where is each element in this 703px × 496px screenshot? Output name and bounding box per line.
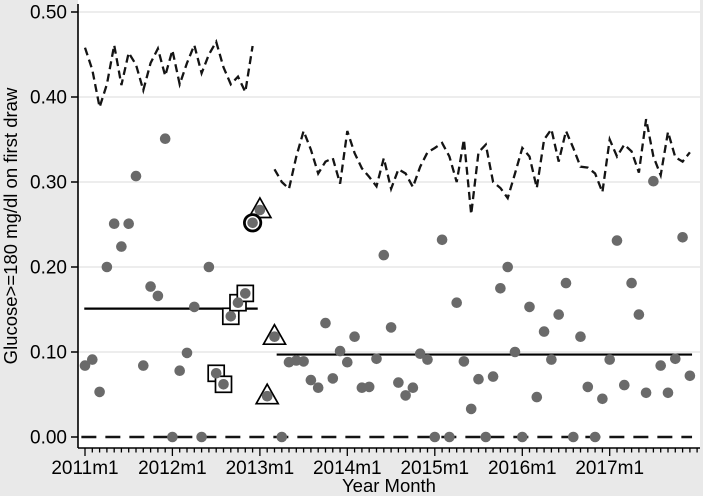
svg-text:2013m1: 2013m1 [226,458,295,479]
svg-text:0.50: 0.50 [30,3,67,24]
svg-text:2016m1: 2016m1 [488,458,557,479]
svg-text:0.10: 0.10 [30,343,67,364]
y-axis-title: Glucose>=180 mg/dl on first draw [0,87,21,364]
axes-layer: 0.00 0.10 0.20 0.30 0.40 0.50 2011m1 2012m1 2013… [30,3,700,479]
svg-text:2012m1: 2012m1 [138,458,207,479]
svg-text:2014m1: 2014m1 [313,458,382,479]
svg-text:2015m1: 2015m1 [400,458,469,479]
svg-text:0.20: 0.20 [30,258,67,279]
svg-text:0.40: 0.40 [30,88,67,109]
svg-text:2011m1: 2011m1 [51,458,118,479]
x-axis-title: Year Month [342,475,436,496]
series-layer [79,38,696,443]
plot-background [78,0,700,448]
svg-text:2017m1: 2017m1 [575,458,644,479]
svg-text:0.30: 0.30 [30,173,67,194]
svg-text:0.00: 0.00 [30,428,67,449]
